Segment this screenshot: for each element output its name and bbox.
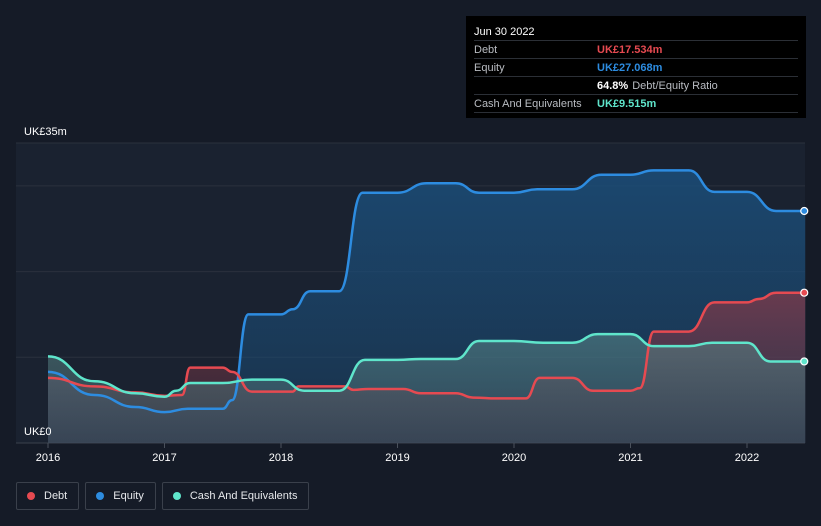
x-tick-label: 2019 [385, 452, 409, 464]
legend-item-equity[interactable]: Equity [85, 482, 156, 510]
x-axis-ticks: 2016 2017 2018 2019 2020 2021 2022 [36, 443, 759, 464]
cash-end-point [800, 357, 809, 366]
tooltip-row-cash: Cash And Equivalents UK£9.515m [474, 94, 798, 113]
tooltip-date: Jun 30 2022 [474, 26, 535, 38]
debt-line [47, 291, 806, 400]
tooltip-cash-value: UK£9.515m [597, 97, 657, 110]
cash-line [47, 332, 806, 398]
y-axis-top-label: UK£35m [24, 126, 67, 138]
x-tick-label: 2018 [269, 452, 293, 464]
series-lines [47, 169, 806, 414]
equity-end-point [800, 206, 809, 216]
tooltip-panel: Jun 30 2022 Debt UK£17.534m Equity UK£27… [466, 16, 806, 118]
series-end-markers [800, 206, 809, 366]
legend-item-cash[interactable]: Cash And Equivalents [161, 482, 310, 510]
equity-line [47, 169, 806, 414]
tooltip-debt-value: UK£17.534m [597, 43, 663, 56]
cash-dot-icon [172, 492, 181, 500]
tooltip-row-equity: Equity UK£27.068m [474, 58, 798, 76]
x-tick-label: 2020 [502, 452, 526, 464]
tooltip-row-debt: Debt UK£17.534m [474, 40, 798, 58]
legend-equity-label: Equity [113, 490, 144, 502]
tooltip-equity-label: Equity [474, 61, 505, 74]
tooltip-ratio-label: Debt/Equity Ratio [632, 79, 718, 92]
legend: Debt Equity Cash And Equivalents [16, 482, 310, 510]
cash-area [48, 334, 806, 443]
x-tick-label: 2017 [152, 452, 176, 464]
x-tick-label: 2016 [36, 452, 60, 464]
tooltip-equity-value: UK£27.068m [597, 61, 663, 74]
tooltip-cash-label: Cash And Equivalents [474, 97, 582, 110]
tooltip-row-ratio: 64.8% Debt/Equity Ratio [474, 76, 798, 94]
equity-dot-icon [96, 492, 105, 500]
x-tick-label: 2022 [735, 452, 759, 464]
debt-dot-icon [27, 492, 35, 500]
x-tick-label: 2021 [618, 452, 642, 464]
debt-end-point [800, 288, 809, 297]
series-areas [48, 170, 806, 443]
tooltip-debt-label: Debt [474, 43, 498, 56]
legend-cash-label: Cash And Equivalents [189, 490, 298, 502]
legend-item-debt[interactable]: Debt [16, 482, 80, 510]
y-axis-bottom-label: UK£0 [24, 426, 52, 438]
legend-debt-label: Debt [44, 490, 68, 502]
tooltip-ratio-value: 64.8% [597, 79, 629, 92]
